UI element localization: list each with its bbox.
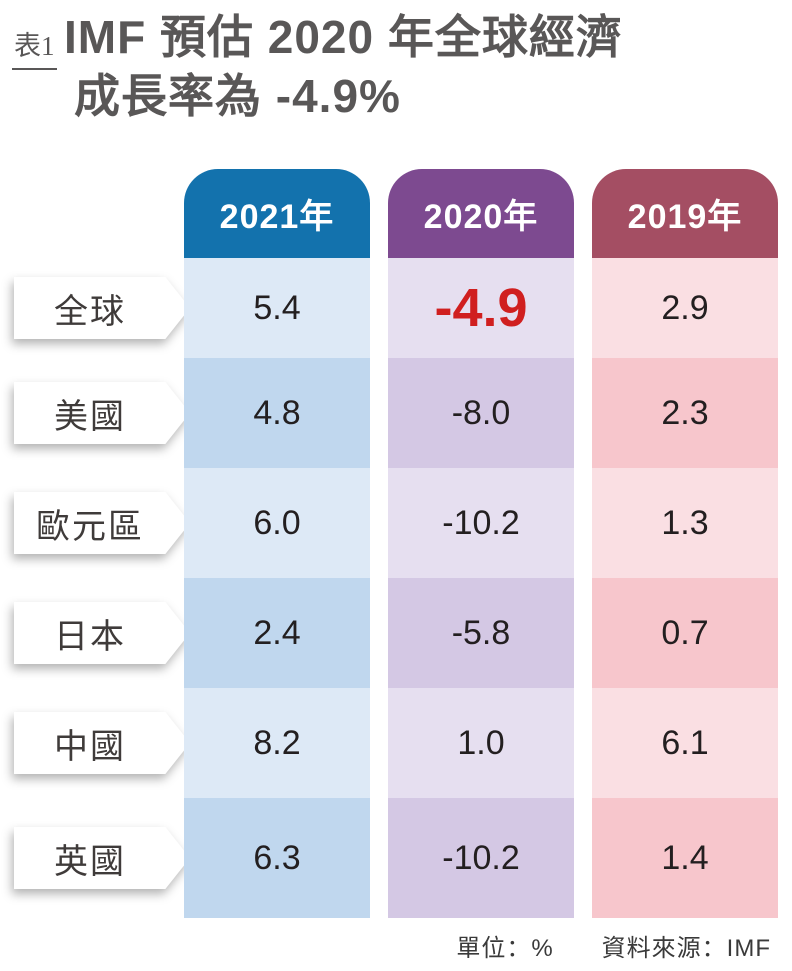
cell-r3-c2: 0.7 [592,578,778,688]
column-header-2021年: 2021年 [184,169,370,258]
cell-r4-c1: 1.0 [388,688,574,798]
page-title: IMF 預估 2020 年全球經濟 成長率為 -4.9% [64,8,623,126]
page-title-line2: 成長率為 -4.9% [74,69,401,122]
cell-r5-c2: 1.4 [592,798,778,918]
cell-r3-c1: -5.8 [388,578,574,688]
cell-r3-c0: 2.4 [184,578,370,688]
table-tag: 表1 [12,24,57,70]
cell-r5-c0: 6.3 [184,798,370,918]
cell-r0-c1: -4.9 [388,258,574,358]
table-footer: 單位：% 資料來源：IMF [456,928,771,963]
cell-r2-c2: 1.3 [592,468,778,578]
cell-r1-c2: 2.3 [592,358,778,468]
column-header-2020年: 2020年 [388,169,574,258]
column-header-2019年: 2019年 [592,169,778,258]
cell-r2-c0: 6.0 [184,468,370,578]
row-label-arrow-2: 歐元區 [14,492,190,554]
row-label-0: 全球 [14,277,190,339]
page-title-line1: IMF 預估 2020 年全球經濟 [64,11,623,63]
row-label-3: 日本 [14,602,190,664]
cell-r4-c2: 6.1 [592,688,778,798]
row-label-arrow-5: 英國 [14,827,190,889]
cell-r1-c0: 4.8 [184,358,370,468]
row-label-5: 英國 [14,827,190,889]
cell-r0-c2: 2.9 [592,258,778,358]
row-label-2: 歐元區 [14,492,190,554]
cell-r5-c1: -10.2 [388,798,574,918]
row-label-arrow-3: 日本 [14,602,190,664]
row-label-arrow-4: 中國 [14,712,190,774]
cell-r0-c0: 5.4 [184,258,370,358]
row-label-arrow-0: 全球 [14,277,190,339]
row-label-4: 中國 [14,712,190,774]
unit-note: 單位：% [456,935,554,962]
row-label-1: 美國 [14,382,190,444]
cell-r2-c1: -10.2 [388,468,574,578]
source-note: 資料來源：IMF [601,935,771,962]
row-label-arrow-1: 美國 [14,382,190,444]
cell-r1-c1: -8.0 [388,358,574,468]
cell-r4-c0: 8.2 [184,688,370,798]
